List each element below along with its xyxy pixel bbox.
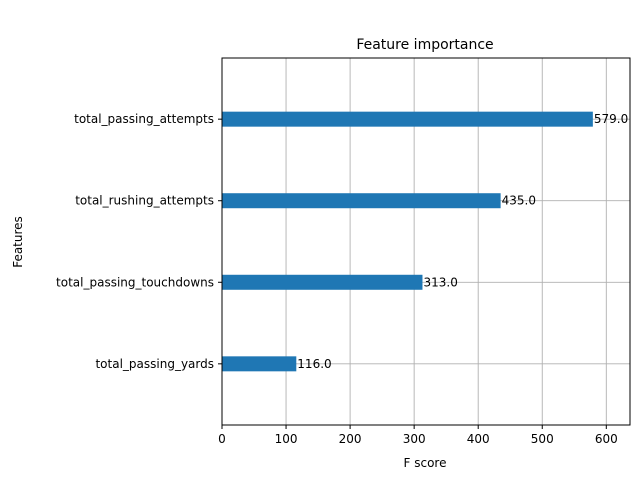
data-labels: 116.0 313.0 435.0 579.0 [297, 112, 628, 371]
y-axis-ticks: total_passing_yards total_passing_touchdo… [56, 112, 222, 371]
y-tick-label: total_rushing_attempts [75, 194, 214, 208]
y-tick-label: total_passing_attempts [74, 112, 214, 126]
data-label: 116.0 [297, 357, 331, 371]
y-tick-label: total_passing_yards [95, 357, 214, 371]
bars-layer [222, 111, 593, 372]
x-axis-label: F score [404, 456, 447, 470]
x-tick-label: 400 [467, 432, 490, 446]
chart-title: Feature importance [356, 37, 493, 53]
x-axis-ticks: 0 100 200 300 400 500 600 [218, 425, 618, 446]
data-label: 313.0 [423, 275, 457, 289]
y-axis-label: Features [11, 216, 25, 268]
x-tick-label: 500 [531, 432, 554, 446]
data-label: 435.0 [502, 194, 536, 208]
bar-total_passing_touchdowns [222, 274, 423, 290]
x-tick-label: 600 [595, 432, 618, 446]
data-label: 579.0 [594, 112, 628, 126]
x-tick-label: 0 [218, 432, 226, 446]
bar-total_rushing_attempts [222, 193, 501, 209]
x-tick-label: 300 [403, 432, 426, 446]
y-tick-label: total_passing_touchdowns [56, 275, 214, 289]
x-tick-label: 200 [339, 432, 362, 446]
plot-frame [221, 57, 631, 426]
bar-total_passing_attempts [222, 111, 593, 127]
bar-total_passing_yards [222, 356, 297, 372]
x-tick-label: 100 [275, 432, 298, 446]
